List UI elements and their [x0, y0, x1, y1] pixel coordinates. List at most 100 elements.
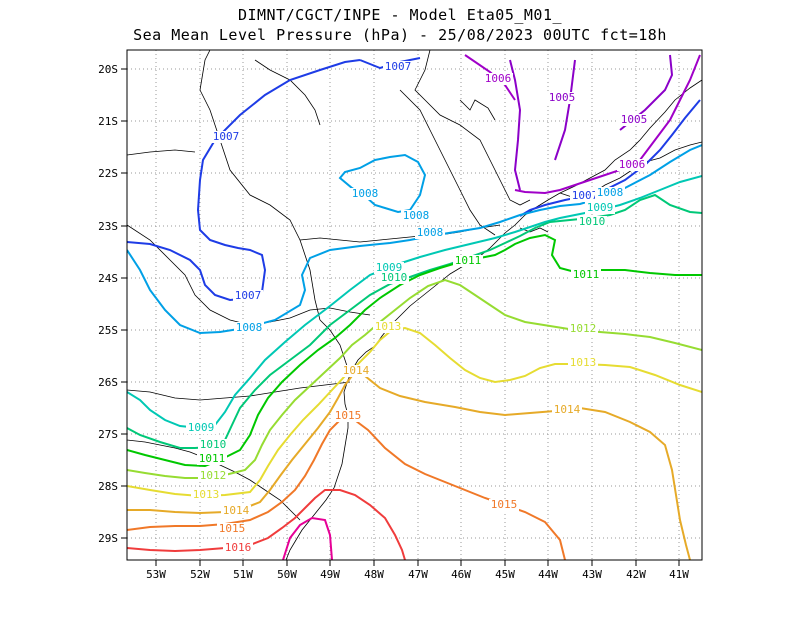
- contour-label-1009: 1009: [188, 421, 215, 434]
- contour-label-1012: 1012: [200, 469, 227, 482]
- isobar-1007: [127, 57, 701, 302]
- lon-tick-label: 52W: [190, 568, 210, 581]
- contour-label-bg: [552, 404, 582, 416]
- contour-label-1014: 1014: [554, 403, 581, 416]
- contour-label-bg: [383, 61, 413, 73]
- lat-tick-label: 25S: [98, 324, 118, 337]
- contour-label-bg: [198, 470, 228, 482]
- contour-label-1015: 1015: [219, 522, 246, 535]
- isobar-1010: [127, 193, 702, 449]
- contour-label-1014: 1014: [343, 364, 370, 377]
- contour-label-1007: 1007: [572, 189, 599, 202]
- contour-label-1010: 1010: [381, 271, 408, 284]
- contour-label-1016: 1016: [225, 541, 252, 554]
- isobar-1012: [127, 278, 702, 479]
- contour-label-bg: [197, 453, 227, 465]
- contour-label-1009: 1009: [376, 261, 403, 274]
- map-title-line1: DIMNT/CGCT/INPE - Model Eta05_M01_: [237, 6, 563, 24]
- contour-label-1012: 1012: [570, 322, 597, 335]
- contour-label-bg: [221, 505, 251, 517]
- contour-label-1008: 1008: [597, 186, 624, 199]
- contour-label-1005: 1005: [621, 113, 648, 126]
- lat-tick-label: 28S: [98, 480, 118, 493]
- contour-label-bg: [483, 73, 513, 85]
- lat-tick-label: 27S: [98, 428, 118, 441]
- contour-label-1007: 1007: [235, 289, 262, 302]
- contour-label-bg: [379, 272, 409, 284]
- contour-label-1008: 1008: [403, 209, 430, 222]
- contour-label-1005: 1005: [549, 91, 576, 104]
- coastlines-and-borders: [127, 50, 702, 560]
- contour-label-bg: [191, 489, 221, 501]
- lat-tick-label: 29S: [98, 532, 118, 545]
- contour-label-1013: 1013: [193, 488, 220, 501]
- state-border: [414, 50, 531, 206]
- contour-label-1007: 1007: [213, 130, 240, 143]
- coastline-atlantic: [285, 79, 702, 560]
- lat-tick-label: 22S: [98, 167, 118, 180]
- contour-label-1008: 1008: [236, 321, 263, 334]
- lon-tick-label: 49W: [320, 568, 340, 581]
- lat-tick-label: 24S: [98, 272, 118, 285]
- contour-label-1011: 1011: [573, 268, 600, 281]
- contour-label-1010: 1010: [579, 215, 606, 228]
- contour-label-bg: [453, 255, 483, 267]
- lon-tick-label: 45W: [495, 568, 515, 581]
- contour-label-1015: 1015: [335, 409, 362, 422]
- plot-frame: [126, 49, 703, 561]
- contour-label-1015: 1015: [491, 498, 518, 511]
- contour-label-bg: [585, 202, 615, 214]
- grid-lines: [127, 50, 702, 560]
- contour-label-bg: [571, 269, 601, 281]
- contour-label-bg: [233, 290, 263, 302]
- contour-label-bg: [350, 188, 380, 200]
- contour-label-bg: [211, 131, 241, 143]
- contour-label-bg: [217, 523, 247, 535]
- contour-label-bg: [333, 410, 363, 422]
- contour-label-1010: 1010: [200, 438, 227, 451]
- axis-ticks: 53W 52W 51W 50W 49W 48W 47W 46W 45W 44W 43W 42W 41W 2…: [98, 63, 689, 581]
- lat-tick-label: 21S: [98, 115, 118, 128]
- contour-label-bg: [401, 210, 431, 222]
- contour-label-bg: [568, 323, 598, 335]
- contour-label-bg: [234, 322, 264, 334]
- contour-label-bg: [374, 262, 404, 274]
- contour-label-bg: [619, 114, 649, 126]
- contour-label-bg: [547, 92, 577, 104]
- contour-label-1008: 1008: [352, 187, 379, 200]
- contour-label-1013: 1013: [570, 356, 597, 369]
- contour-label-bg: [186, 422, 216, 434]
- lon-tick-label: 44W: [538, 568, 558, 581]
- contour-label-1014: 1014: [223, 504, 250, 517]
- contour-label-bg: [617, 159, 647, 171]
- isobar-1011: [127, 233, 702, 468]
- lon-tick-label: 47W: [408, 568, 428, 581]
- lon-tick-label: 43W: [582, 568, 602, 581]
- isobar-1014: [127, 370, 691, 560]
- contour-label-bg: [198, 439, 228, 451]
- lon-tick-label: 51W: [233, 568, 253, 581]
- lon-tick-label: 53W: [146, 568, 166, 581]
- contour-label-bg: [568, 357, 598, 369]
- isobar-1016: [127, 489, 406, 560]
- contour-label-1013: 1013: [375, 320, 402, 333]
- isobar-1017: [282, 516, 333, 560]
- contour-label-bg: [341, 365, 371, 377]
- contour-label-bg: [577, 216, 607, 228]
- lat-tick-label: 23S: [98, 220, 118, 233]
- contour-label-1011: 1011: [199, 452, 226, 465]
- contour-label-1009: 1009: [587, 201, 614, 214]
- contour-label-bg: [489, 499, 519, 511]
- lon-tick-label: 50W: [277, 568, 297, 581]
- contour-label-1006: 1006: [485, 72, 512, 85]
- contour-label-1011: 1011: [455, 254, 482, 267]
- lon-tick-label: 48W: [364, 568, 384, 581]
- lon-tick-label: 42W: [626, 568, 646, 581]
- lon-tick-label: 41W: [669, 568, 689, 581]
- contour-labels: 1007100610051005100610071007100810081008…: [186, 60, 649, 554]
- contour-label-1007: 1007: [385, 60, 412, 73]
- lon-tick-label: 46W: [451, 568, 471, 581]
- lat-tick-label: 26S: [98, 376, 118, 389]
- lat-tick-label: 20S: [98, 63, 118, 76]
